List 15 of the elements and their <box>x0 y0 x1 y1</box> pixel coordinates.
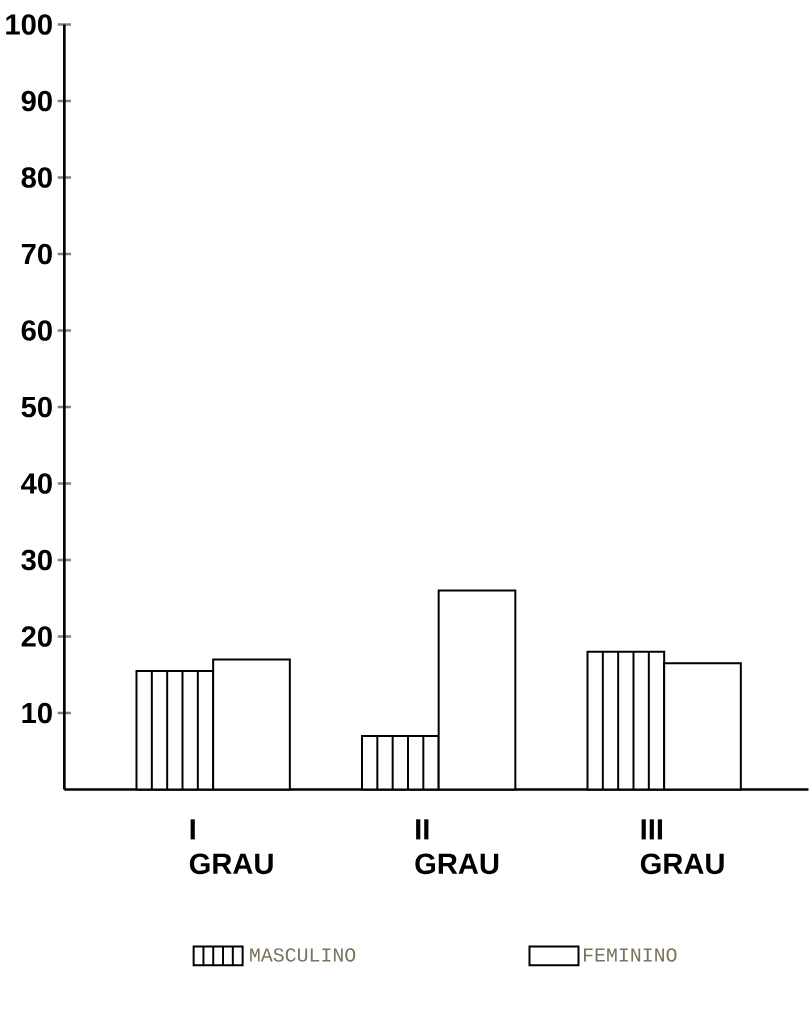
y-tick-label: 40 <box>21 473 52 494</box>
y-tick-label: 20 <box>21 626 52 647</box>
x-tick-label: III GRAU <box>640 819 724 875</box>
legend-label: FEMININO <box>584 948 677 962</box>
y-tick-label: 30 <box>21 549 52 571</box>
x-tick-label: II GRAU <box>415 819 499 875</box>
y-tick-label: 80 <box>21 167 52 188</box>
legend-label: MASCULINO <box>250 948 356 962</box>
y-tick-label: 100 <box>6 14 52 35</box>
y-tick-label: 10 <box>22 702 52 724</box>
x-tick-label: I GRAU <box>189 819 273 875</box>
y-tick-label: 90 <box>21 90 52 112</box>
y-tick-label: 70 <box>21 243 52 265</box>
y-tick-label: 50 <box>21 396 52 418</box>
y-tick-label: 60 <box>21 320 52 341</box>
